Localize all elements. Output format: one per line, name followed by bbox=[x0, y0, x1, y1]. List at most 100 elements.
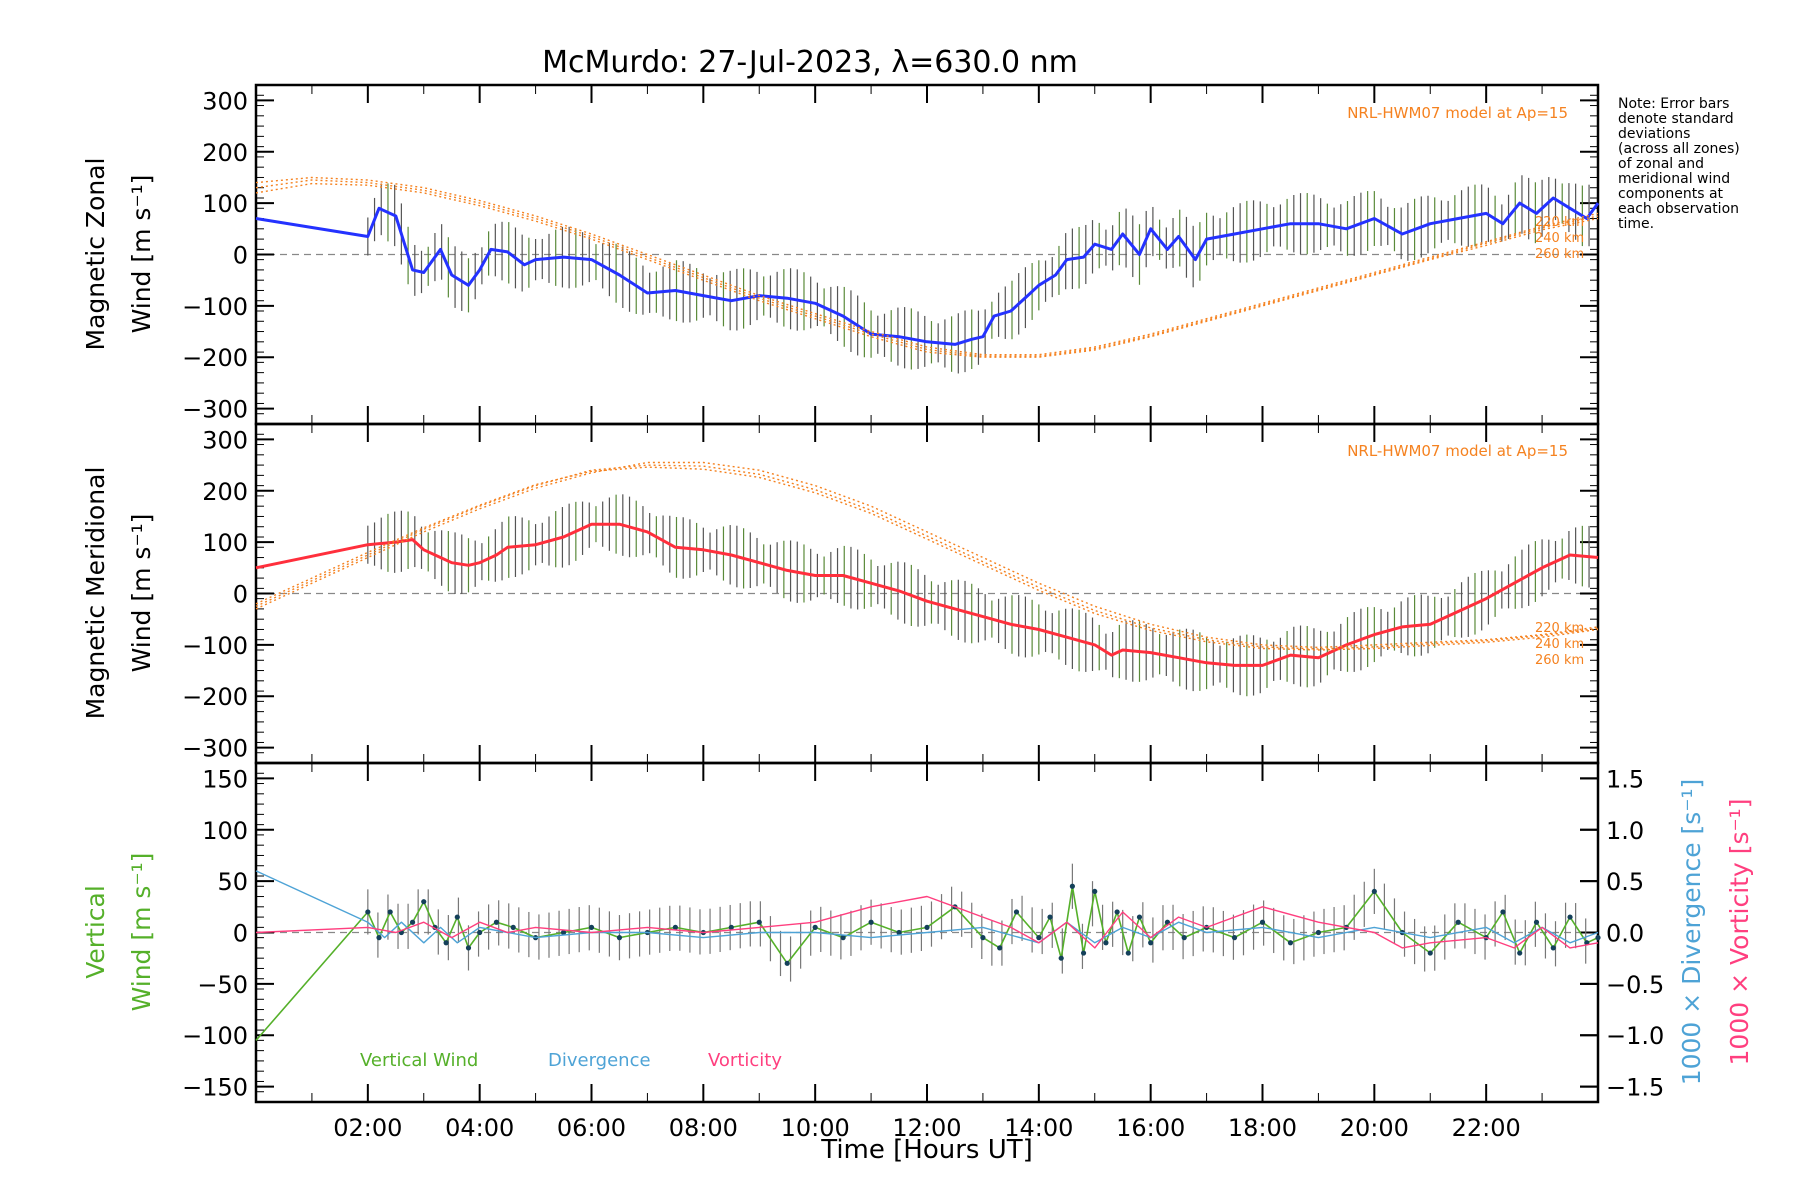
note-line: each observation bbox=[1618, 201, 1739, 217]
meridional-alt-220: 220 km bbox=[1535, 621, 1584, 636]
y-tick-label: −100 bbox=[182, 632, 248, 660]
vertical-wind-point bbox=[1500, 909, 1506, 915]
zonal-error-bars bbox=[367, 175, 1590, 374]
note-line: meridional wind bbox=[1618, 171, 1730, 187]
y-tick-label: −200 bbox=[182, 344, 248, 372]
vertical-wind-point bbox=[1287, 940, 1294, 946]
vertical-wind-point bbox=[1315, 929, 1322, 936]
vertical-wind-point bbox=[454, 914, 460, 920]
vertical-wind-point bbox=[1148, 940, 1154, 946]
vertical-wind-point bbox=[1125, 950, 1131, 956]
note-line: denote standard bbox=[1618, 111, 1734, 127]
meridional-ylabel-line2: Wind [m s⁻¹] bbox=[127, 514, 156, 673]
zonal-series-line bbox=[255, 182, 1599, 358]
zonal-alt-labels: 220 km 240 km 260 km bbox=[1535, 215, 1584, 262]
vertical-wind-point bbox=[1013, 909, 1020, 915]
x-tick-label: 08:00 bbox=[669, 1114, 738, 1142]
vertical-wind-point bbox=[1567, 914, 1573, 920]
x-tick-label: 20:00 bbox=[1340, 1114, 1409, 1142]
vertical-wind-point bbox=[1371, 888, 1377, 895]
vertical-wind-point bbox=[1533, 919, 1540, 925]
vertical-series-line bbox=[255, 870, 1599, 944]
vertical-wind-point bbox=[980, 935, 986, 941]
vertical-wind-point bbox=[672, 924, 678, 930]
meridional-series-line bbox=[255, 522, 1599, 667]
y2-tick-label: 1.5 bbox=[1606, 765, 1644, 793]
x-tick-label: 18:00 bbox=[1228, 1114, 1297, 1142]
y-tick-label: 100 bbox=[202, 529, 248, 557]
meridional-plot: −300 −200 −100 0 100 200 300 bbox=[182, 423, 1599, 764]
zonal-ylabel-line2: Wind [m s⁻¹] bbox=[127, 175, 156, 334]
zonal-series-line bbox=[255, 179, 1599, 357]
vertical-wind-point bbox=[756, 919, 762, 925]
x-tick-label: 04:00 bbox=[445, 1114, 514, 1142]
vertical-wind-point bbox=[409, 919, 416, 925]
vertical-wind-point bbox=[560, 929, 567, 936]
vertical-wind-point bbox=[1136, 914, 1143, 920]
vertical-wind-point bbox=[1595, 935, 1601, 941]
legend-divergence: Divergence bbox=[548, 1050, 651, 1071]
vertical-wind-point bbox=[1036, 935, 1042, 941]
vertical-ylabel-line1: Vertical bbox=[81, 885, 110, 979]
zonal-series-line bbox=[255, 176, 1599, 356]
note-line: components at bbox=[1618, 186, 1724, 202]
y-tick-label: −300 bbox=[182, 396, 248, 424]
zonal-alt-260: 260 km bbox=[1535, 247, 1584, 262]
vertical-wind-point bbox=[493, 919, 500, 925]
vertical-wind-point bbox=[1103, 940, 1109, 946]
y2-tick-label: 0.5 bbox=[1606, 868, 1644, 896]
vertical-wind-point bbox=[376, 935, 382, 941]
vertical-wind-point bbox=[1058, 955, 1064, 961]
y-tick-label: 300 bbox=[202, 87, 248, 115]
y2-tick-label: 1.0 bbox=[1606, 817, 1644, 845]
vertical-wind-point bbox=[812, 924, 818, 930]
meridional-series-line bbox=[255, 461, 1599, 649]
zonal-alt-220: 220 km bbox=[1535, 215, 1584, 230]
x-tick-label: 12:00 bbox=[892, 1114, 961, 1142]
y-tick-label: −100 bbox=[182, 293, 248, 321]
y-tick-label: 200 bbox=[202, 478, 248, 506]
x-tick-label: 22:00 bbox=[1452, 1114, 1521, 1142]
y-tick-label: 0 bbox=[233, 242, 248, 270]
vertical-error-bars bbox=[367, 863, 1587, 982]
x-tick-label: 06:00 bbox=[557, 1114, 626, 1142]
vertical-wind-point bbox=[616, 935, 623, 941]
meridional-series-line bbox=[255, 466, 1599, 651]
x-axis-label: Time [Hours UT] bbox=[820, 1135, 1033, 1165]
vertical-wind-point bbox=[1427, 950, 1433, 956]
vertical-wind-point bbox=[421, 899, 427, 905]
vertical-wind-point bbox=[1550, 945, 1556, 951]
meridional-alt-labels: 220 km 240 km 260 km bbox=[1535, 621, 1584, 668]
y-tick-label: −300 bbox=[182, 735, 248, 763]
vertical-wind-point bbox=[1047, 914, 1053, 920]
vertical-plot: −150 −100 −50 0 50 100 150 −1.5 −1.0 −0.5 0.0 0.5 1.… bbox=[182, 762, 1664, 1142]
y2-tick-label: 0.0 bbox=[1606, 920, 1644, 948]
vertical-ylabel-line2: Wind [m s⁻¹] bbox=[127, 853, 156, 1012]
note-line: deviations bbox=[1618, 126, 1690, 142]
vertical-wind-point bbox=[1069, 883, 1075, 889]
y-tick-label: −200 bbox=[182, 683, 248, 711]
vertical-wind-point bbox=[1114, 909, 1120, 915]
meridional-series-line bbox=[255, 464, 1599, 650]
vertical-wind-point bbox=[443, 940, 449, 946]
vertical-wind-point bbox=[465, 945, 472, 951]
error-bar-note: Note: Error bars denote standard deviati… bbox=[1618, 96, 1740, 232]
legend-vertical-wind: Vertical Wind bbox=[360, 1050, 478, 1071]
y-tick-label: 0 bbox=[233, 581, 248, 609]
vertical-wind-point bbox=[728, 924, 734, 930]
zonal-model-label: NRL-HWM07 model at Ap=15 bbox=[1347, 104, 1568, 122]
y-tick-label: −150 bbox=[182, 1074, 248, 1102]
zonal-series-line bbox=[255, 196, 1600, 346]
vertical-wind-point bbox=[784, 960, 790, 966]
plot-layer: −300−200−1000100200300−300−200−100010020… bbox=[182, 84, 1664, 1142]
y-tick-label: 50 bbox=[217, 868, 248, 896]
vertical-wind-point bbox=[1092, 888, 1098, 895]
vertical-wind-point bbox=[896, 929, 902, 936]
zonal-alt-240: 240 km bbox=[1535, 231, 1584, 246]
vertical-wind-point bbox=[1455, 919, 1461, 925]
vertical-wind-point bbox=[868, 919, 874, 925]
y-tick-label: −50 bbox=[197, 971, 248, 999]
x-tick-label: 16:00 bbox=[1116, 1114, 1185, 1142]
x-tick-label: 10:00 bbox=[781, 1114, 850, 1142]
